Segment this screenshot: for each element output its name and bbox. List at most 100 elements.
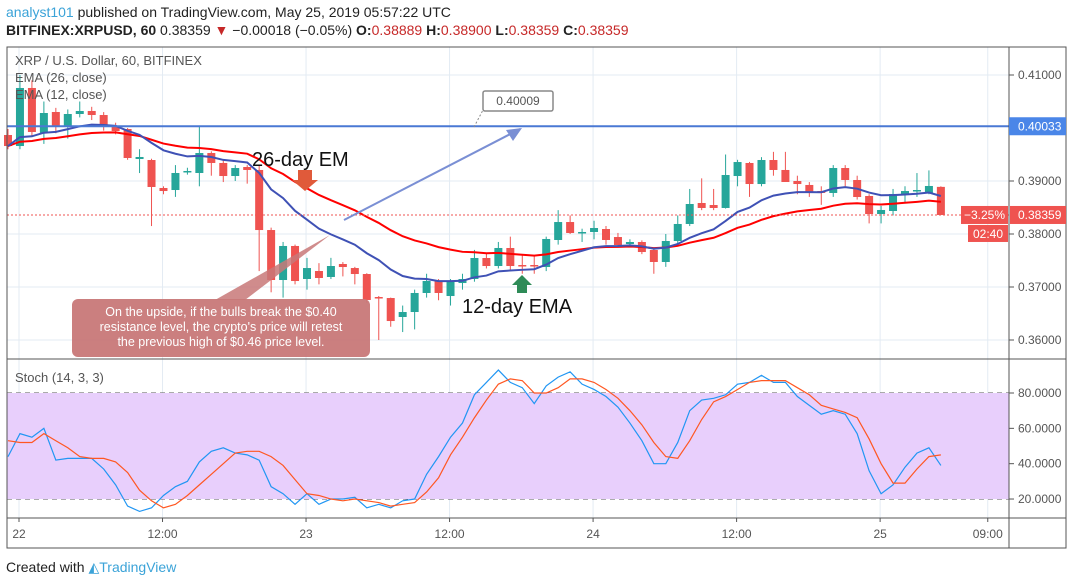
candle-body bbox=[805, 184, 814, 193]
candle-body bbox=[482, 258, 491, 267]
candle-body bbox=[15, 87, 24, 147]
candle-body bbox=[446, 281, 455, 297]
candle-body bbox=[63, 114, 72, 126]
candle-body bbox=[398, 312, 407, 317]
candle-body bbox=[673, 223, 682, 241]
candle-body bbox=[195, 153, 204, 173]
resistance-price-label: 0.40033 bbox=[1018, 119, 1062, 133]
candle-body bbox=[721, 175, 730, 208]
stoch-tick-label: 60.0000 bbox=[1018, 421, 1062, 435]
resistance-price-badge bbox=[1009, 117, 1066, 136]
candle-body bbox=[39, 113, 48, 133]
candle-body bbox=[901, 191, 909, 194]
candle-body bbox=[518, 265, 527, 267]
stoch-tick-label: 80.0000 bbox=[1018, 386, 1062, 400]
candle-body bbox=[912, 190, 921, 192]
candle-body bbox=[685, 204, 694, 224]
countdown-badge bbox=[968, 224, 1008, 242]
price-tick-label: 0.41000 bbox=[1018, 68, 1062, 82]
trend-label-connector bbox=[473, 109, 484, 128]
price-tick-label: 0.37000 bbox=[1018, 280, 1062, 294]
candles bbox=[4, 75, 945, 340]
candle-body bbox=[243, 167, 252, 170]
ema-lines bbox=[7, 123, 942, 283]
chart-canvas[interactable]: 0.40009 On the upside, if the bulls break… bbox=[0, 0, 1073, 555]
last-price-label: 0.38359 bbox=[1018, 208, 1062, 222]
candle-body bbox=[27, 87, 36, 132]
author-link[interactable]: analyst101 bbox=[6, 4, 74, 20]
candle-body bbox=[374, 297, 383, 299]
candle-body bbox=[924, 185, 933, 193]
ema26-line bbox=[7, 131, 941, 257]
candle-body bbox=[793, 181, 802, 185]
time-tick-label: 09:00 bbox=[973, 527, 1003, 541]
candle-body bbox=[87, 110, 96, 116]
footer: Created with ◭TradingView bbox=[6, 559, 176, 576]
candle-body bbox=[602, 229, 610, 240]
open-value: 0.38889 bbox=[371, 22, 423, 38]
callout-text: the previous high of $0.46 price level. bbox=[117, 335, 324, 349]
candle-body bbox=[506, 247, 515, 267]
candle-body bbox=[410, 292, 419, 313]
candle-body bbox=[769, 160, 778, 170]
candle-body bbox=[757, 160, 766, 185]
publish-info: analyst101 published on TradingView.com,… bbox=[6, 4, 451, 20]
annotations: 0.40009 On the upside, if the bulls break… bbox=[7, 90, 1009, 357]
candle-body bbox=[362, 274, 371, 300]
chart-border bbox=[6, 46, 1067, 549]
callout-text: resistance level, the crypto's price wil… bbox=[100, 320, 343, 334]
candle-body bbox=[75, 110, 84, 115]
close-label: C: bbox=[563, 22, 578, 38]
trend-label-box bbox=[482, 90, 554, 112]
candle-body bbox=[171, 172, 180, 191]
candle-body bbox=[434, 281, 443, 293]
chart-title: XRP / U.S. Dollar, 60, BITFINEX bbox=[15, 53, 202, 68]
candle-body bbox=[889, 193, 898, 211]
candle-body bbox=[267, 230, 276, 281]
ema12-annotation: 12-day EMA bbox=[462, 296, 573, 318]
down-arrow-icon bbox=[292, 170, 318, 191]
candle-body bbox=[554, 222, 563, 240]
tradingview-brand[interactable]: TradingView bbox=[99, 559, 177, 575]
arrow-head-icon bbox=[506, 128, 522, 141]
candle-body bbox=[470, 258, 479, 279]
candle-body bbox=[51, 111, 60, 127]
price-tick-label: 0.38000 bbox=[1018, 227, 1062, 241]
stoch-d-line bbox=[7, 378, 941, 509]
time-tick-label: 24 bbox=[586, 527, 600, 541]
candle-body bbox=[183, 170, 192, 173]
created-with: Created with bbox=[6, 559, 85, 575]
last-price: 0.38359 bbox=[160, 22, 211, 38]
legend-ema26[interactable]: EMA (26, close) bbox=[15, 70, 107, 85]
callout-box bbox=[72, 299, 370, 357]
close-value: 0.38359 bbox=[577, 22, 629, 38]
candle-body bbox=[578, 231, 587, 234]
candle-body bbox=[326, 266, 335, 277]
candle-body bbox=[709, 205, 718, 208]
stoch-lines bbox=[7, 369, 942, 513]
high-label: H: bbox=[426, 22, 441, 38]
pct-change-label: −3.25% bbox=[964, 208, 1005, 222]
trend-line bbox=[343, 128, 521, 221]
candle-body bbox=[733, 162, 742, 177]
candle-body bbox=[111, 126, 120, 132]
legend-ema12[interactable]: EMA (12, close) bbox=[15, 87, 107, 102]
time-tick-label: 22 bbox=[12, 527, 26, 541]
stoch-tick-label: 20.0000 bbox=[1018, 492, 1062, 506]
time-tick-label: 25 bbox=[873, 527, 887, 541]
price-tick-label: 0.36000 bbox=[1018, 333, 1062, 347]
candle-body bbox=[697, 202, 706, 208]
candle-body bbox=[123, 129, 132, 158]
low-value: 0.38359 bbox=[508, 22, 560, 38]
candle-body bbox=[841, 168, 850, 180]
stoch-tick-label: 40.0000 bbox=[1018, 457, 1062, 471]
trend-label: 0.40009 bbox=[496, 94, 540, 108]
candle-body bbox=[386, 298, 395, 322]
stoch-title: Stoch (14, 3, 3) bbox=[15, 370, 104, 385]
candle-body bbox=[613, 237, 622, 246]
price-tick-label: 0.39000 bbox=[1018, 174, 1062, 188]
candle-body bbox=[745, 162, 754, 185]
candle-body bbox=[422, 281, 431, 293]
candle-body bbox=[661, 240, 670, 262]
time-tick-label: 12:00 bbox=[722, 527, 752, 541]
